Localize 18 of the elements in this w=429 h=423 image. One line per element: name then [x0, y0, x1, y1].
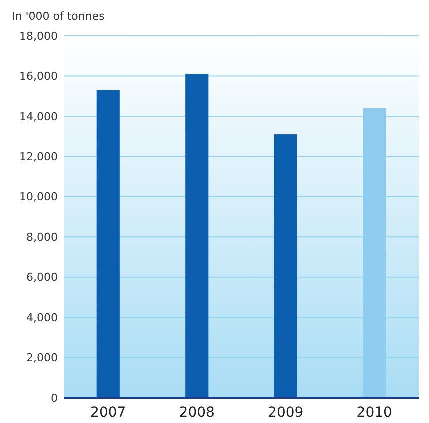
y-tick-label: 16,000 — [20, 70, 58, 84]
y-tick-label: 12,000 — [20, 150, 58, 164]
y-axis-title: In '000 of tonnes — [12, 10, 106, 23]
x-tick-label: 2010 — [356, 405, 392, 421]
y-tick-label: 8,000 — [26, 230, 58, 244]
x-tick-label: 2009 — [268, 405, 304, 421]
y-tick-label: 18,000 — [20, 30, 58, 43]
y-tick-label: 6,000 — [26, 271, 58, 284]
x-tick-label: 2008 — [179, 405, 215, 421]
y-tick-label: 4,000 — [26, 311, 58, 324]
y-tick-label: 2,000 — [26, 352, 58, 365]
bar — [186, 74, 209, 398]
bar — [274, 134, 298, 398]
y-tick-label: 14,000 — [20, 110, 58, 124]
bar — [96, 90, 120, 398]
y-tick-label: 0 — [51, 392, 58, 405]
y-tick-label: 10,000 — [20, 190, 58, 204]
x-tick-label: 2007 — [90, 405, 126, 421]
